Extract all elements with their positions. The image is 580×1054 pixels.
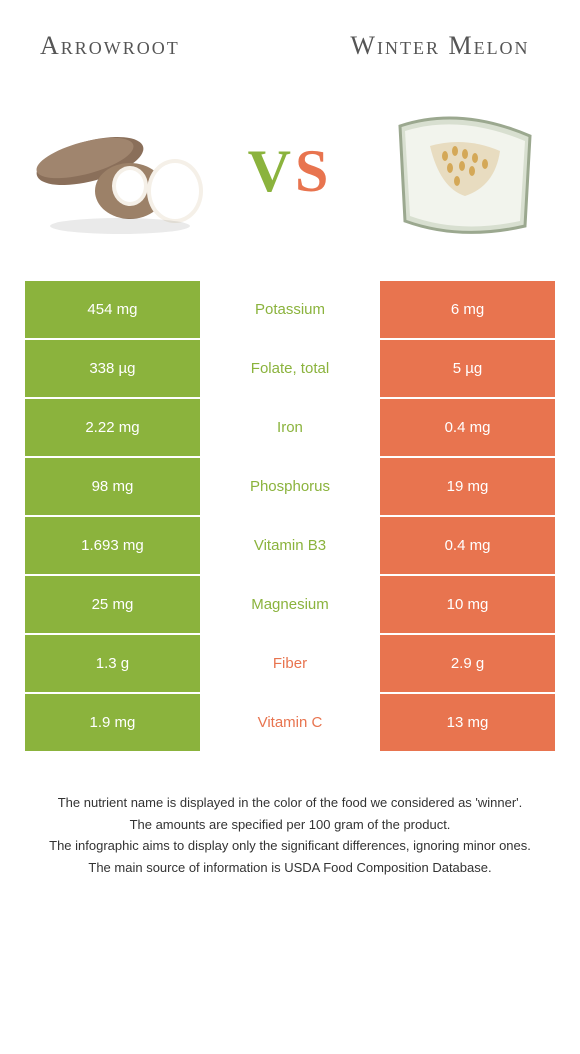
cell-left-value: 98 mg: [25, 458, 200, 515]
table-row: 1.9 mgVitamin C13 mg: [25, 694, 555, 751]
cell-left-value: 338 µg: [25, 340, 200, 397]
cell-left-value: 2.22 mg: [25, 399, 200, 456]
arrowroot-image: [30, 96, 210, 246]
cell-right-value: 2.9 g: [380, 635, 555, 692]
cell-nutrient-label: Magnesium: [200, 576, 380, 633]
cell-right-value: 13 mg: [380, 694, 555, 751]
table-row: 1.693 mgVitamin B30.4 mg: [25, 517, 555, 574]
cell-right-value: 10 mg: [380, 576, 555, 633]
table-row: 2.22 mgIron0.4 mg: [25, 399, 555, 456]
cell-nutrient-label: Fiber: [200, 635, 380, 692]
table-row: 338 µgFolate, total5 µg: [25, 340, 555, 397]
footer-line: The nutrient name is displayed in the co…: [25, 793, 555, 813]
footer-line: The amounts are specified per 100 gram o…: [25, 815, 555, 835]
images-row: VS: [0, 81, 580, 281]
cell-nutrient-label: Phosphorus: [200, 458, 380, 515]
cell-left-value: 25 mg: [25, 576, 200, 633]
cell-nutrient-label: Iron: [200, 399, 380, 456]
cell-nutrient-label: Folate, total: [200, 340, 380, 397]
cell-left-value: 454 mg: [25, 281, 200, 338]
footer-line: The infographic aims to display only the…: [25, 836, 555, 856]
cell-right-value: 19 mg: [380, 458, 555, 515]
cell-left-value: 1.9 mg: [25, 694, 200, 751]
table-row: 454 mgPotassium6 mg: [25, 281, 555, 338]
winter-melon-image: [370, 96, 550, 246]
title-left: Arrowroot: [40, 31, 240, 61]
comparison-table: 454 mgPotassium6 mg338 µgFolate, total5 …: [25, 281, 555, 751]
cell-right-value: 0.4 mg: [380, 517, 555, 574]
footer-notes: The nutrient name is displayed in the co…: [0, 753, 580, 877]
table-row: 98 mgPhosphorus19 mg: [25, 458, 555, 515]
cell-left-value: 1.3 g: [25, 635, 200, 692]
title-right: Winter Melon: [340, 30, 540, 61]
footer-line: The main source of information is USDA F…: [25, 858, 555, 878]
cell-right-value: 5 µg: [380, 340, 555, 397]
table-row: 1.3 gFiber2.9 g: [25, 635, 555, 692]
vs-s: S: [295, 138, 332, 204]
vs-v: V: [248, 138, 295, 204]
table-row: 25 mgMagnesium10 mg: [25, 576, 555, 633]
vs-label: VS: [248, 137, 333, 206]
cell-nutrient-label: Vitamin C: [200, 694, 380, 751]
cell-nutrient-label: Potassium: [200, 281, 380, 338]
cell-left-value: 1.693 mg: [25, 517, 200, 574]
cell-nutrient-label: Vitamin B3: [200, 517, 380, 574]
cell-right-value: 0.4 mg: [380, 399, 555, 456]
header: Arrowroot Winter Melon: [0, 0, 580, 81]
cell-right-value: 6 mg: [380, 281, 555, 338]
